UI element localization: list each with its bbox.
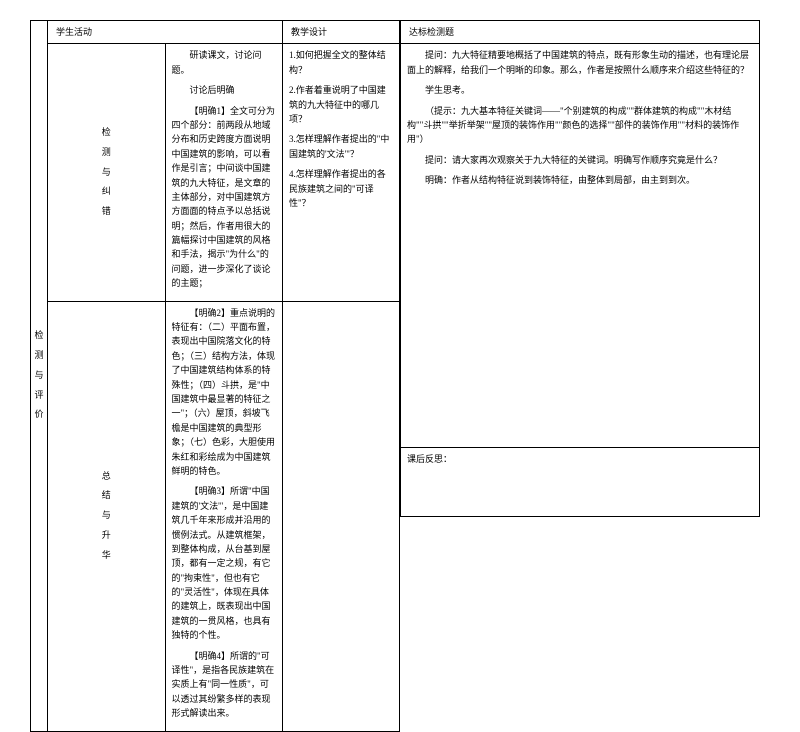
design-p: 2.作者着重说明了中国建筑的九大特征中的哪几项？ xyxy=(289,83,393,126)
side-label-evaluate: 检 测 与 评 价 xyxy=(31,21,48,732)
activity-p: 讨论后明确 xyxy=(172,83,277,97)
activity-p: 【明确4】所谓的"可译性"，是指各民族建筑在实质上有"同一性质"，可以透过其纷繁… xyxy=(172,649,277,721)
reflection-label: 课后反思： xyxy=(407,452,753,466)
header-design: 教学设计 xyxy=(283,21,400,44)
activity-cell-1: 研读课文，讨论问题。 讨论后明确 【明确1】全文可分为四个部分：前两段从地域分布… xyxy=(165,44,283,301)
header-test: 达标检测题 xyxy=(401,21,760,44)
design-p: 4.怎样理解作者提出的各民族建筑之间的"可译性"？ xyxy=(289,167,393,210)
design-cell-1: 1.如何把握全文的整体结构？ 2.作者着重说明了中国建筑的九大特征中的哪几项？ … xyxy=(283,44,400,301)
test-p: 提问：九大特征精要地概括了中国建筑的特点，既有形象生动的描述，也有理论层面上的解… xyxy=(407,48,753,77)
activity-p: 【明确3】所谓"中国建筑的'文法'"，是中国建筑几千年来形成并沿用的惯例法式。从… xyxy=(172,484,277,642)
test-body-cell: 提问：九大特征精要地概括了中国建筑的特点，既有形象生动的描述，也有理论层面上的解… xyxy=(401,44,760,448)
test-p: 明确：作者从结构特征说到装饰特征，由整体到局部，由主到到次。 xyxy=(407,173,753,187)
design-p: 3.怎样理解作者提出的"中国建筑的'文法'"？ xyxy=(289,132,393,161)
design-cell-2 xyxy=(283,301,400,731)
activity-p: 研读课文，讨论问题。 xyxy=(172,48,277,77)
design-p: 1.如何把握全文的整体结构？ xyxy=(289,48,393,77)
activity-cell-2: 【明确2】重点说明的特征有：（二）平面布置，表现出中国院落文化的特色；（三）结构… xyxy=(165,301,283,731)
row-label-summary: 总 结 与 升 华 xyxy=(48,301,166,731)
test-p: 提问：请大家再次观察关于九大特征的关键词。明确写作顺序究竟是什么？ xyxy=(407,153,753,167)
test-p: 学生思考。 xyxy=(407,83,753,97)
activity-p: 【明确1】全文可分为四个部分：前两段从地域分布和历史跨度方面说明中国建筑的影响，… xyxy=(172,104,277,291)
activity-p: 【明确2】重点说明的特征有：（二）平面布置，表现出中国院落文化的特色；（三）结构… xyxy=(172,306,277,479)
reflection-cell: 课后反思： xyxy=(401,448,760,517)
row-label-check: 检 测 与 纠 错 xyxy=(48,44,166,301)
header-activity: 学生活动 xyxy=(48,21,283,44)
test-p: （提示：九大基本特征关键词——"个别建筑的构成""群体建筑的构成""木材结构""… xyxy=(407,104,753,147)
